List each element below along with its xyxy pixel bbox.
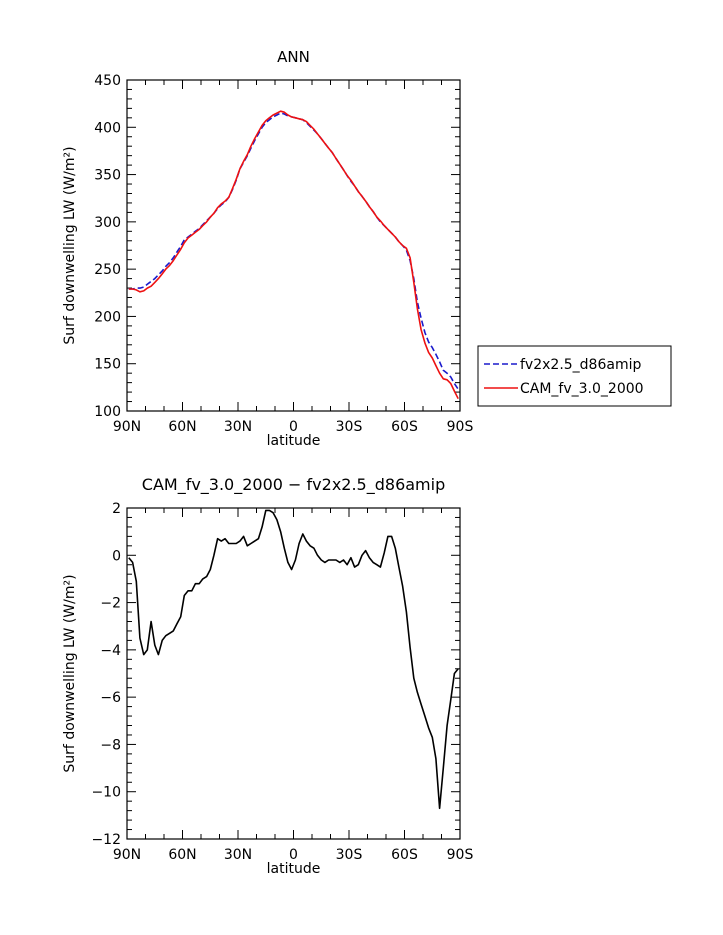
y-tick-label: −12 — [91, 832, 121, 848]
y-tick-label: 0 — [112, 548, 121, 564]
y-tick-label: 400 — [94, 120, 121, 136]
x-tick-label: 90S — [447, 419, 474, 435]
x-axis-label: latitude — [267, 861, 321, 877]
y-tick-label: 200 — [94, 309, 121, 325]
top-panel: 90N 60N 30N 0 30S 60S 90S 100 150 200 250 300 350 400… — [62, 48, 473, 449]
x-tick-label: 0 — [289, 419, 298, 435]
y-tick-label: 250 — [94, 262, 121, 278]
legend-box — [477, 345, 672, 407]
x-tick-label: 30S — [336, 419, 363, 435]
y-tick-label: 100 — [94, 404, 121, 420]
x-tick-label: 90N — [113, 419, 141, 435]
y-tick-label: 300 — [94, 215, 121, 231]
legend-label-0: fv2x2.5_d86amip — [520, 357, 641, 373]
plot-frame — [126, 79, 461, 412]
y-tick-label: −8 — [100, 737, 121, 753]
legend-label-1: CAM_fv_3.0_2000 — [520, 381, 644, 397]
y-tick-label: 450 — [94, 73, 121, 89]
x-tick-label: 30N — [224, 419, 252, 435]
legend: fv2x2.5_d86amip CAM_fv_3.0_2000 — [477, 345, 672, 407]
series-line-0 — [128, 112, 459, 390]
x-tick-label: 90S — [447, 847, 474, 863]
x-tick-label: 30N — [224, 847, 252, 863]
y-tick-label: −4 — [100, 643, 121, 659]
y-tick-label: 350 — [94, 168, 121, 184]
x-tick-label: 60S — [391, 419, 418, 435]
x-axis-label: latitude — [267, 433, 321, 449]
chart-title: ANN — [277, 48, 310, 66]
x-tick-label: 60N — [168, 847, 196, 863]
y-tick-label: −2 — [100, 596, 121, 612]
plot-frame — [126, 507, 461, 840]
series-line-0 — [128, 509, 459, 810]
x-tick-label: 0 — [289, 847, 298, 863]
x-tick-label: 30S — [336, 847, 363, 863]
x-tick-label: 60N — [168, 419, 196, 435]
y-tick-label: 2 — [112, 501, 121, 517]
x-tick-label: 90N — [113, 847, 141, 863]
y-axis-label: Surf downwelling LW (W/m²) — [62, 146, 78, 344]
bottom-panel: 90N 60N 30N 0 30S 60S 90S −12 −10 −8 −6 −4 −2 0 2 CAM_f… — [62, 475, 473, 877]
x-tick-label: 60S — [391, 847, 418, 863]
y-tick-label: 150 — [94, 357, 121, 373]
y-tick-label: −10 — [91, 785, 121, 801]
series-line-1 — [128, 110, 459, 400]
y-axis-label: Surf downwelling LW (W/m²) — [62, 574, 78, 772]
y-tick-label: −6 — [100, 690, 121, 706]
chart-title: CAM_fv_3.0_2000 − fv2x2.5_d86amip — [142, 475, 445, 495]
